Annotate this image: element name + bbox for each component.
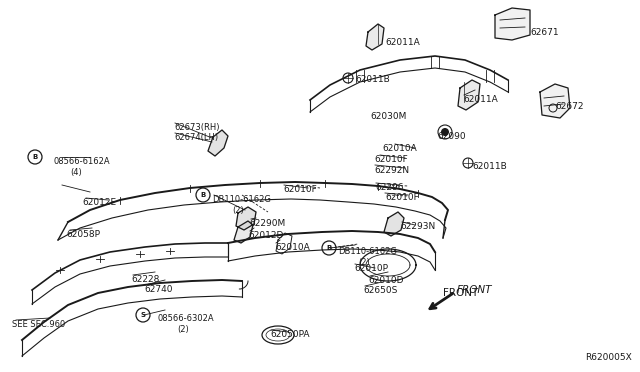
Polygon shape — [234, 221, 253, 243]
Text: 62011B: 62011B — [472, 162, 507, 171]
Text: 62010F: 62010F — [385, 193, 419, 202]
Text: (2): (2) — [232, 206, 244, 215]
Text: R620005X: R620005X — [585, 353, 632, 362]
Text: 62673(RH): 62673(RH) — [174, 123, 220, 132]
Polygon shape — [495, 8, 530, 40]
Text: 08566-6302A: 08566-6302A — [157, 314, 214, 323]
Text: 62011A: 62011A — [463, 95, 498, 104]
Ellipse shape — [441, 128, 449, 136]
Text: B: B — [200, 192, 205, 198]
Text: 62672: 62672 — [555, 102, 584, 111]
Polygon shape — [384, 212, 404, 236]
Text: (2): (2) — [358, 258, 370, 267]
Text: 62012D: 62012D — [248, 231, 284, 240]
Text: (2): (2) — [177, 325, 189, 334]
Text: 62090: 62090 — [437, 132, 466, 141]
Text: S: S — [141, 312, 145, 318]
Polygon shape — [366, 24, 384, 50]
Text: 62010F: 62010F — [283, 185, 317, 194]
Text: 62674(LH): 62674(LH) — [174, 133, 218, 142]
Text: 62010A: 62010A — [382, 144, 417, 153]
Text: 62296: 62296 — [375, 183, 403, 192]
Polygon shape — [208, 130, 228, 156]
Text: 62740: 62740 — [144, 285, 173, 294]
Polygon shape — [540, 84, 570, 118]
Text: 08566-6162A: 08566-6162A — [53, 157, 109, 166]
Text: DB110-6162G: DB110-6162G — [338, 247, 397, 256]
Text: 62058P: 62058P — [66, 230, 100, 239]
Text: 62010D: 62010D — [368, 276, 403, 285]
Text: B: B — [326, 245, 332, 251]
Text: 62228: 62228 — [131, 275, 159, 284]
Text: 62050PA: 62050PA — [270, 330, 310, 339]
Text: (4): (4) — [70, 168, 82, 177]
Text: 62650S: 62650S — [363, 286, 397, 295]
Text: 62011A: 62011A — [385, 38, 420, 47]
Text: SEE SEC.960: SEE SEC.960 — [12, 320, 65, 329]
Text: 62293N: 62293N — [400, 222, 435, 231]
Text: FRONT: FRONT — [443, 288, 478, 298]
Polygon shape — [236, 207, 256, 230]
Text: 62671: 62671 — [530, 28, 559, 37]
Text: 62011B: 62011B — [355, 75, 390, 84]
Text: DB110-6162G: DB110-6162G — [212, 195, 271, 204]
Polygon shape — [458, 80, 480, 110]
Text: 62012E: 62012E — [82, 198, 116, 207]
Text: B: B — [33, 154, 38, 160]
Text: 62010F: 62010F — [374, 155, 408, 164]
Text: 62292N: 62292N — [374, 166, 409, 175]
Text: FRONT: FRONT — [457, 285, 493, 295]
Text: 62010A: 62010A — [275, 243, 310, 252]
Text: 62010P: 62010P — [354, 264, 388, 273]
Text: 62030M: 62030M — [370, 112, 406, 121]
Text: 62290M: 62290M — [249, 219, 285, 228]
